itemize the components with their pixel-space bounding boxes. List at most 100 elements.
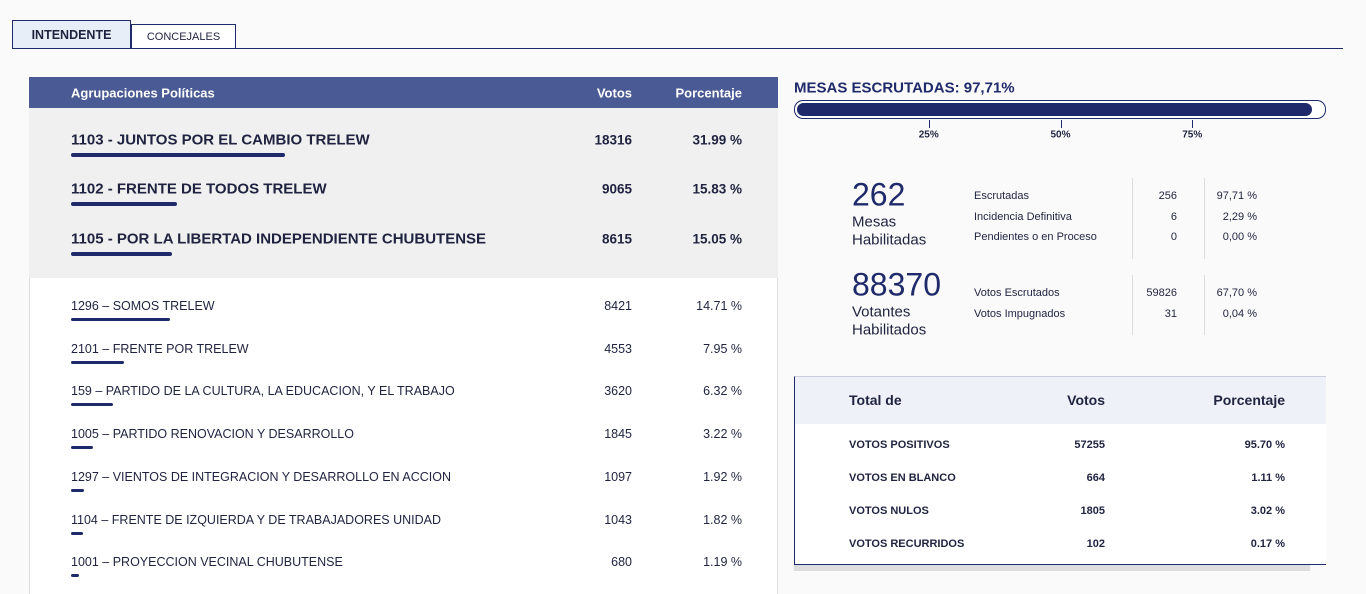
totals-label: VOTOS EN BLANCO (849, 472, 956, 484)
party-name: 1103 - JUNTOS POR EL CAMBIO TRELEW (71, 131, 370, 149)
percent: 1.19 % (703, 555, 742, 570)
progress-tick-label: 25% (918, 129, 939, 141)
progress-tick-label: 75% (1182, 129, 1203, 141)
party-name: 1104 – FRENTE DE IZQUIERDA Y DE TRABAJAD… (71, 512, 442, 527)
stat-value: 0 (1170, 231, 1177, 243)
stat-percent: 0,00 % (1222, 231, 1257, 243)
header-cell: Votos (596, 85, 632, 101)
progress-title: MESAS ESCRUTADAS: 97,71% (794, 80, 1015, 97)
percent-bar (71, 531, 84, 535)
totals-votes: 102 (1086, 538, 1105, 550)
votes: 4553 (604, 341, 632, 356)
tab[interactable]: INTENDENTE (12, 20, 131, 49)
votes: 1097 (604, 469, 632, 484)
votes: 1043 (604, 512, 632, 527)
votes: 9065 (601, 181, 632, 197)
percent-bar (71, 252, 172, 256)
party-name: 1105 - POR LA LIBERTAD INDEPENDIENTE CHU… (71, 230, 487, 248)
totals-percent: 3.02 % (1250, 505, 1285, 517)
percent-bar (71, 488, 84, 492)
progress-value: 97,71% (963, 79, 1015, 97)
stat-label: Pendientes o en Proceso (974, 231, 1097, 243)
percent: 1.92 % (703, 469, 742, 484)
tab[interactable]: CONCEJALES (131, 24, 236, 48)
percent: 14.71 % (696, 299, 742, 313)
stat-percent: 2,29 % (1222, 210, 1257, 223)
votes: 18316 (594, 132, 632, 148)
stat-label: Escrutadas (974, 190, 1030, 202)
stat-percent: 0,04 % (1222, 307, 1257, 320)
totals-header-cell: Porcentaje (1213, 392, 1285, 408)
percent-bar (71, 574, 79, 578)
percent-bar (71, 318, 170, 321)
stat-value: 59826 (1146, 287, 1177, 299)
stat-percent: 67,70 % (1216, 287, 1257, 299)
progress-tick (1060, 120, 1062, 128)
party-name: 1297 – VIENTOS DE INTEGRACION Y DESARROL… (71, 469, 451, 484)
party-name: 159 – PARTIDO DE LA CULTURA, LA EDUCACIO… (71, 384, 455, 399)
totals-header-cell: Votos (1067, 392, 1105, 408)
totals-label: VOTOS POSITIVOS (849, 439, 950, 451)
stat-value: 31 (1164, 307, 1177, 320)
percent: 7.95 % (703, 341, 742, 356)
percent-bar (71, 153, 286, 157)
header-cell: Porcentaje (675, 85, 742, 101)
party-name: 1102 - FRENTE DE TODOS TRELEW (71, 180, 327, 198)
votes: 3620 (604, 384, 632, 399)
percent: 1.82 % (703, 512, 742, 527)
totals-percent: 0.17 % (1250, 538, 1285, 550)
percent: 15.83 % (692, 181, 742, 197)
separator (1204, 178, 1205, 259)
totals-label: VOTOS RECURRIDOS (849, 538, 965, 550)
party-name: 2101 – FRENTE POR TRELEW (71, 341, 249, 356)
stat-number: 88370 (852, 266, 941, 303)
stat-caption: Habilitados (852, 321, 927, 339)
stat-caption: Votantes (852, 303, 911, 321)
votes: 680 (611, 555, 632, 570)
party-name: 1296 – SOMOS TRELEW (71, 299, 215, 313)
stat-value: 6 (1170, 210, 1177, 223)
totals-percent: 1.11 % (1251, 472, 1285, 484)
progress-tick (1192, 120, 1194, 128)
separator (1132, 275, 1133, 335)
percent: 15.05 % (692, 231, 742, 247)
totals-votes: 1805 (1080, 505, 1105, 517)
votes: 1845 (604, 427, 632, 442)
stat-value: 256 (1158, 190, 1177, 202)
party-name: 1005 – PARTIDO RENOVACION Y DESARROLLO (71, 427, 354, 442)
totals-header (795, 377, 1326, 424)
percent-bar (71, 360, 125, 364)
totals-shadow (794, 565, 1310, 571)
percent: 31.99 % (692, 132, 742, 148)
featured-block (29, 108, 778, 278)
percent-bar (71, 202, 178, 206)
totals-percent: 95.70 % (1244, 439, 1285, 451)
totals-header-cell: Total de (849, 392, 902, 408)
percent-bar (71, 446, 93, 450)
stat-label: Incidencia Definitiva (974, 210, 1072, 223)
progress-tick-label: 50% (1050, 129, 1071, 141)
progress-fill (797, 103, 1312, 116)
separator (1204, 275, 1205, 335)
progress-label: MESAS ESCRUTADAS: (794, 79, 960, 97)
header-cell: Agrupaciones Políticas (71, 85, 215, 101)
progress-tick (928, 120, 930, 128)
totals-label: VOTOS NULOS (849, 505, 929, 517)
stat-number: 262 (852, 176, 906, 213)
party-name: 1001 – PROYECCION VECINAL CHUBUTENSE (71, 555, 343, 570)
tab-underline (12, 48, 1343, 49)
separator (1132, 178, 1133, 259)
percent-bar (71, 403, 114, 407)
percent: 6.32 % (703, 384, 742, 399)
stat-caption: Mesas (852, 213, 897, 231)
totals-votes: 664 (1086, 472, 1105, 484)
stat-caption: Habilitadas (852, 231, 927, 249)
votes: 8421 (604, 299, 632, 313)
votes: 8615 (601, 231, 632, 247)
totals-votes: 57255 (1074, 439, 1105, 451)
stat-percent: 97,71 % (1216, 190, 1257, 202)
percent: 3.22 % (703, 427, 742, 442)
table-header (29, 77, 778, 108)
stat-label: Votos Escrutados (974, 287, 1060, 299)
